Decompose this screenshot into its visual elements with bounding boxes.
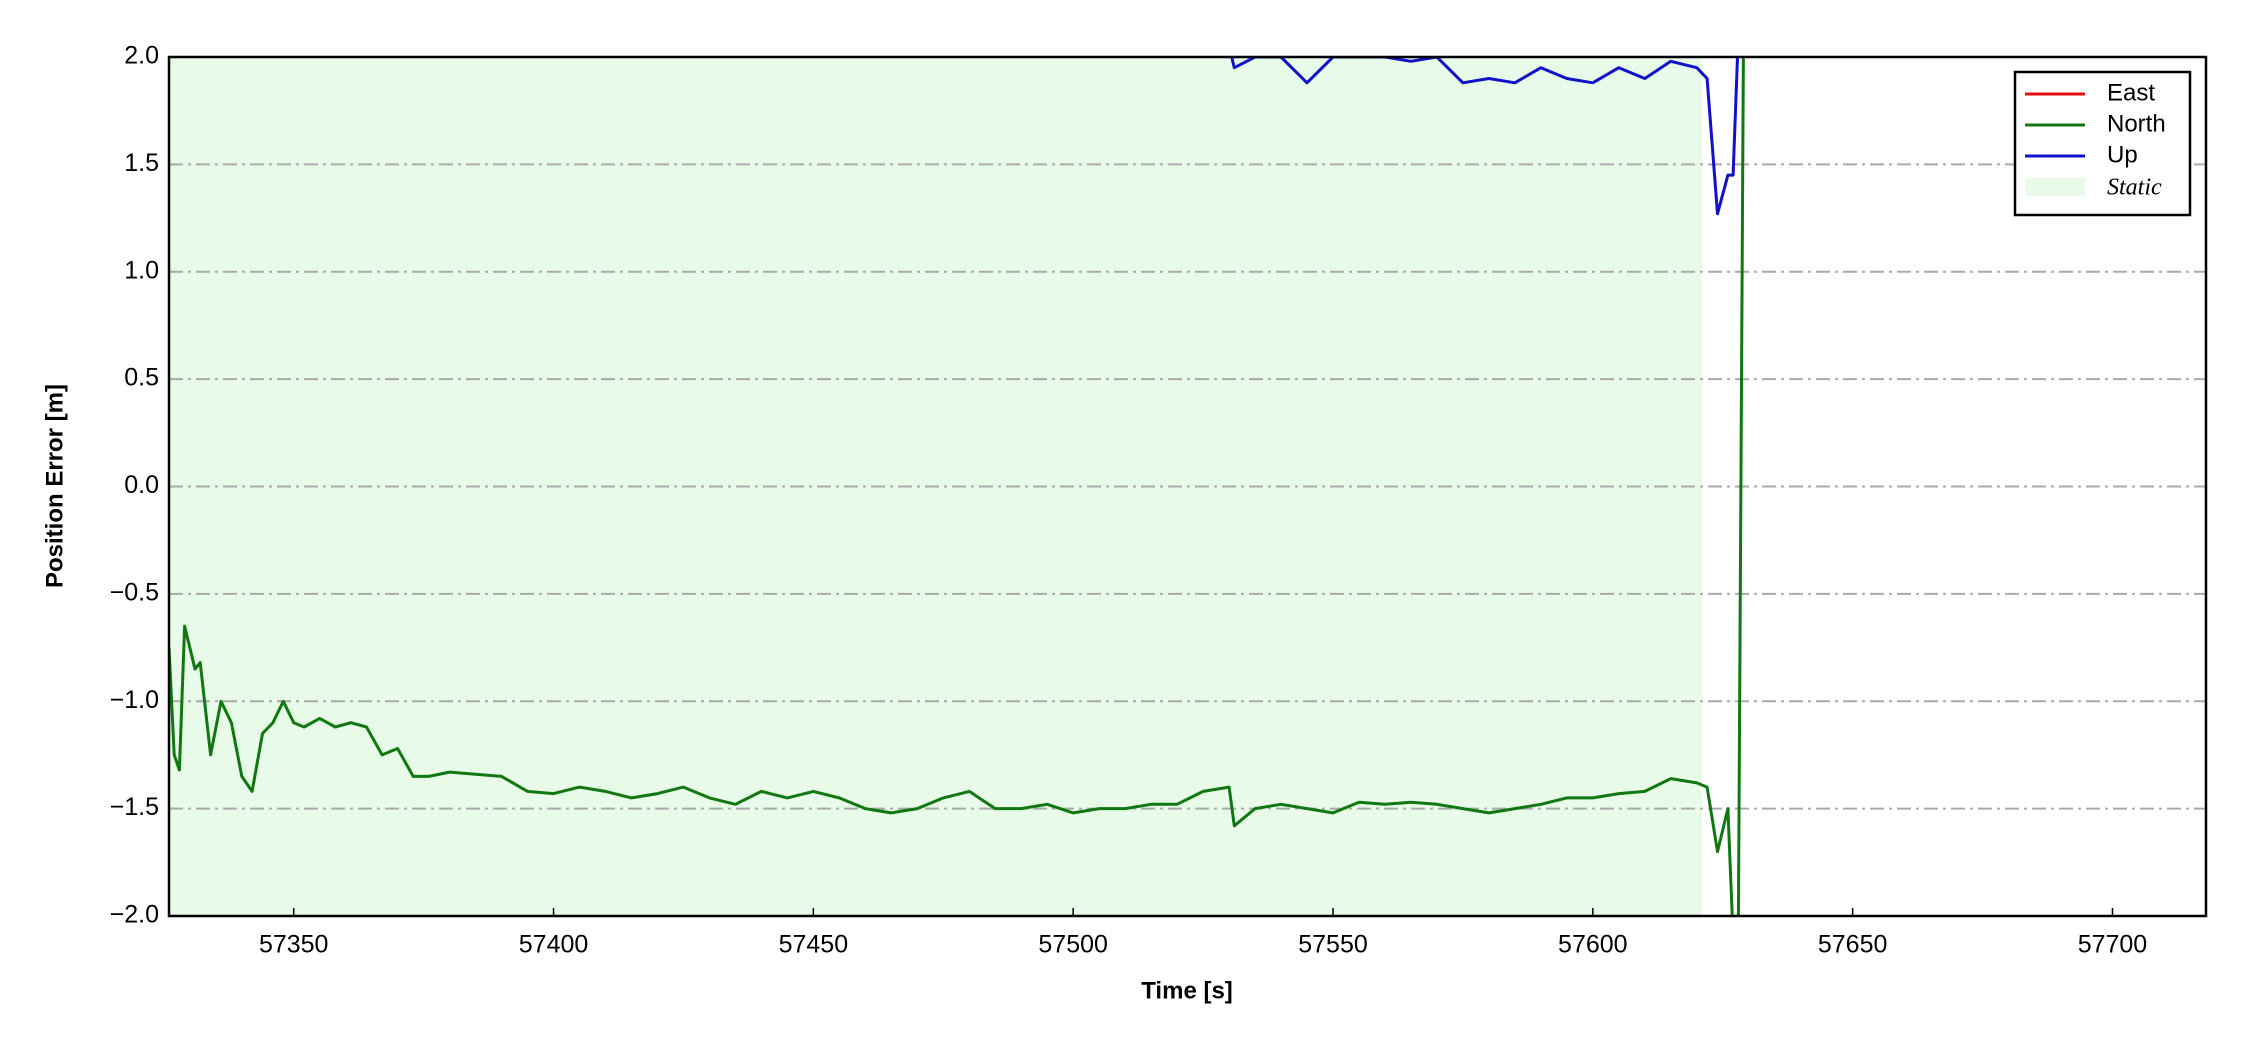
x-tick-label: 57650 [1818,931,1888,959]
y-tick-label: −1.0 [110,686,159,714]
x-tick-label: 57400 [519,931,589,959]
y-tick-label: 2.0 [124,42,159,70]
y-tick-label: −2.0 [110,901,159,929]
legend-swatch [2025,178,2085,196]
x-tick-label: 57700 [2078,931,2148,959]
x-tick-label: 57500 [1038,931,1108,959]
y-tick-label: 0.5 [124,364,159,392]
y-tick-label: 1.0 [124,256,159,284]
x-tick-label: 57450 [779,931,849,959]
y-tick-label: −0.5 [110,578,159,606]
series-line [169,57,1745,916]
y-tick-label: −1.5 [110,793,159,821]
x-tick-label: 57350 [259,931,329,959]
y-tick-label: 0.0 [124,471,159,499]
legend-label: East [2107,79,2155,106]
x-tick-label: 57550 [1298,931,1368,959]
plot-lines [169,57,1745,916]
y-axis-label: Position Error [m] [41,384,68,588]
y-tick-label: 1.5 [124,149,159,177]
legend-label: North [2107,110,2166,137]
x-tick-label: 57600 [1558,931,1628,959]
x-axis-label: Time [s] [1141,977,1233,1004]
legend-label: Up [2107,141,2138,168]
plot-frame [167,55,2208,918]
legend-label: Static [2107,175,2162,201]
series-line [1230,57,1740,216]
